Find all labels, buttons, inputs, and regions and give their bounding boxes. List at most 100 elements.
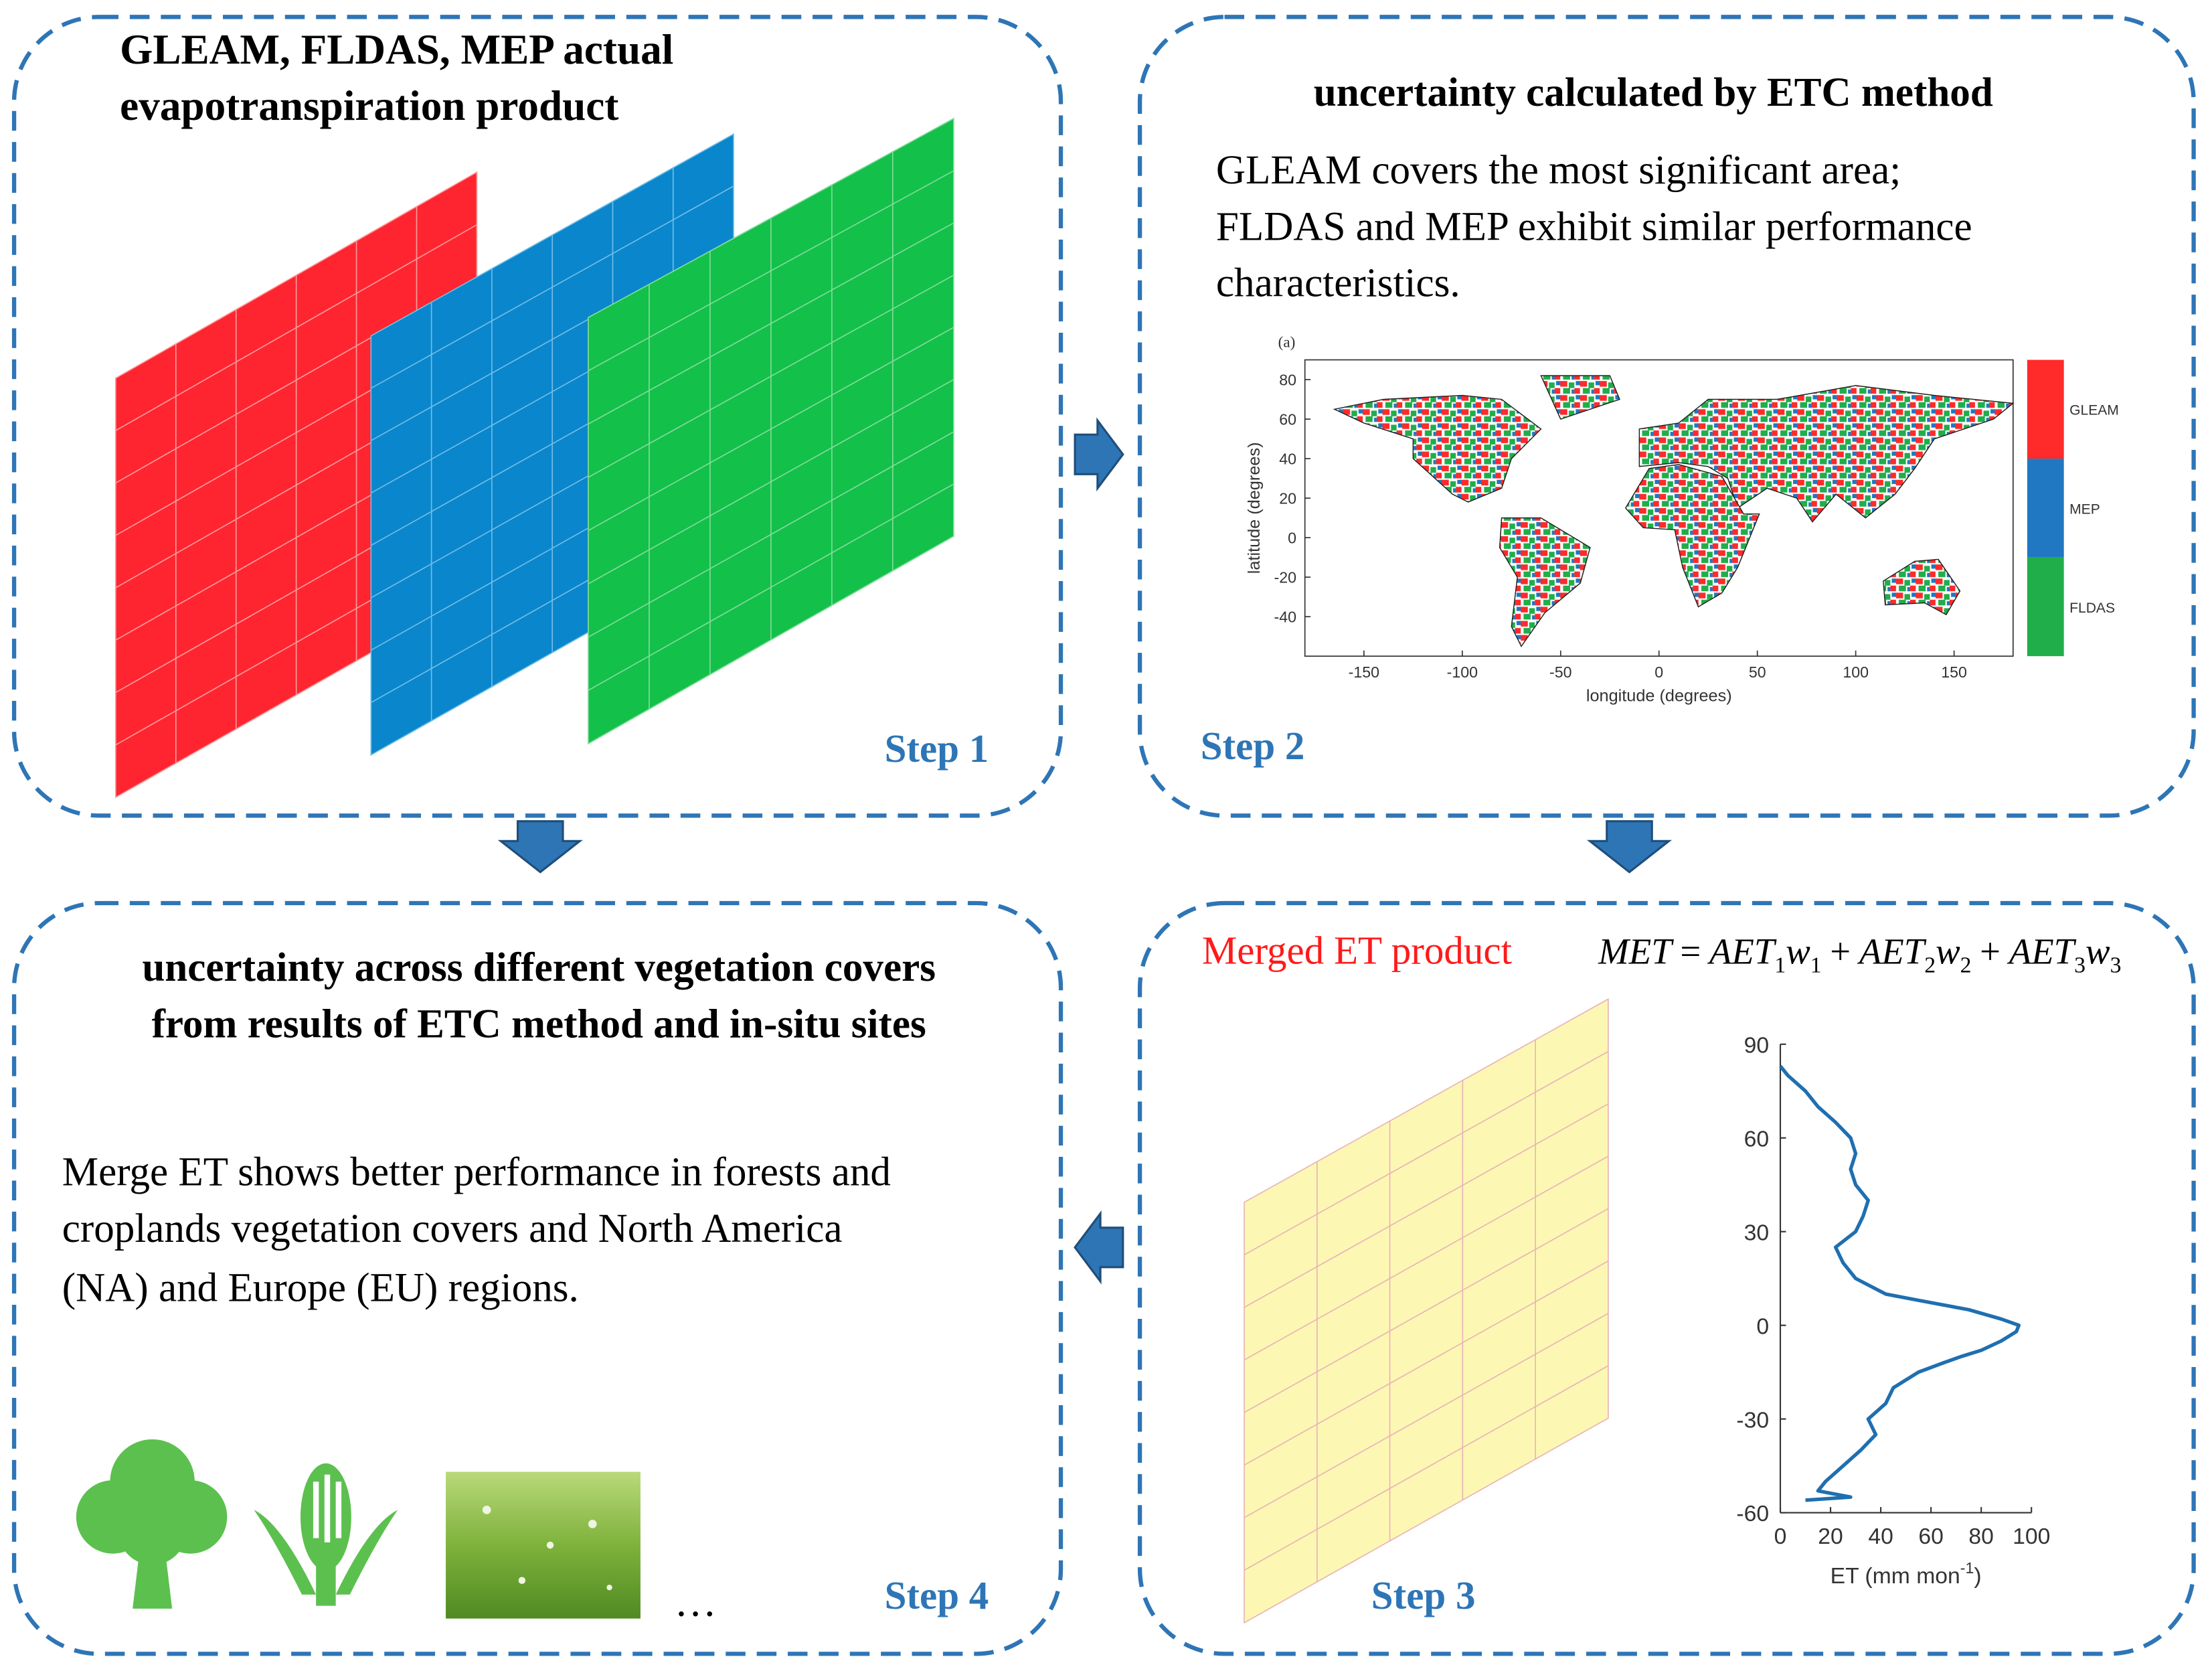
grid-plane [1244,998,1609,1624]
vegetation-icons [76,1439,641,1619]
plane-line [1244,1103,1609,1308]
step-label: Step 1 [885,726,989,771]
y-tick-label: 40 [1279,450,1296,467]
panel-body: croplands vegetation covers and North Am… [62,1206,843,1251]
y-tick-label: -60 [1736,1501,1769,1526]
x-tick-label: -100 [1447,663,1478,681]
ellipsis: … [675,1578,717,1625]
plane-line [1244,1155,1609,1361]
legend-swatch [2027,360,2064,459]
y-tick-label: 0 [1288,530,1296,547]
panel-body: Merge ET shows better performance in for… [62,1150,891,1195]
arrow-right [1074,417,1124,492]
legend-label: MEP [2069,501,2100,517]
x-tick-label: 60 [1918,1524,1944,1549]
panel-title: from results of ETC method and in-situ s… [152,1002,926,1046]
formula-subscript: 2 [1960,953,1972,977]
plane-line [588,431,954,638]
arrow-left [1074,1210,1124,1285]
x-tick-label: -150 [1349,663,1379,681]
plane-line [588,170,954,372]
formula-token: + [1830,931,1851,972]
panel-frame [1137,15,2196,818]
plane-line [1244,1050,1609,1256]
x-tick-label: 0 [1654,663,1663,681]
plane-line [1244,1260,1609,1466]
formula-subscript: 1 [1810,953,1822,977]
x-tick-label: 0 [1774,1524,1787,1549]
formula-token: AET [1707,931,1777,972]
x-axis-label-text: ET (mm mon [1831,1563,1960,1589]
formula-token: MET [1598,931,1674,972]
tree-icon [76,1439,228,1609]
panel-body: FLDAS and MEP exhibit similar performanc… [1216,204,1972,249]
panel-frame [1137,900,2196,1656]
formula-token: w [1936,931,1960,972]
plane-line [1244,1313,1609,1518]
plane-line [1244,1365,1609,1571]
x-axis-label: longitude (degrees) [1586,687,1732,706]
formula-token: = [1680,931,1701,972]
x-tick-label: 150 [1941,663,1967,681]
formula-subscript: 2 [1924,953,1936,977]
continent [1883,558,1961,616]
formula-token: + [1980,931,2001,972]
panel-frame [11,15,1064,818]
formula: MET=​AET1​w1​+​AET2​w2​+​AET3​w3​ [1598,931,2121,978]
panel-title: Merged ET product [1202,929,1513,973]
formula-subscript: 3 [2074,953,2086,977]
panel-body: (NA) and Europe (EU) regions. [62,1265,579,1310]
continent [1333,394,1542,503]
legend-swatch [2027,459,2064,558]
formula-subscript: 1 [1774,953,1786,977]
step-label: Step 3 [1371,1573,1476,1617]
step-label: Step 2 [1201,724,1305,768]
legend-label: FLDAS [2069,601,2115,616]
plane-line [588,483,954,691]
plane-line [588,274,954,478]
formula-token: AET [1857,931,1927,972]
arrow-down [1586,820,1673,874]
legend-label: GLEAM [2069,403,2119,418]
continent [1540,375,1620,420]
panel-title: uncertainty calculated by ETC method [1314,70,1993,115]
y-tick-label: 0 [1756,1313,1769,1339]
y-tick-label: -30 [1736,1407,1769,1433]
x-tick-label: 80 [1968,1524,1994,1549]
panel-title: uncertainty across different vegetation … [142,945,936,990]
y-tick-label: 30 [1744,1220,1770,1245]
plane-line [115,224,477,431]
legend-swatch [2027,557,2064,657]
panel-body: GLEAM covers the most significant area; [1216,148,1901,193]
continent [1624,464,1760,608]
formula-token: w [1786,931,1810,972]
plane-line [370,185,734,389]
step-label: Step 4 [885,1573,989,1617]
y-tick-label: 20 [1279,490,1296,507]
plane-line [588,222,954,425]
panel-title: evapotranspiration product [120,82,618,129]
x-axis-label-sup: -1 [1960,1559,1974,1577]
x-tick-label: 40 [1868,1524,1893,1549]
plane-line [588,379,954,584]
y-tick-label: 60 [1279,410,1296,428]
formula-token: AET [2007,931,2077,972]
y-tick-label: 60 [1744,1126,1770,1151]
x-tick-label: -50 [1549,663,1572,681]
arrow-down [497,820,583,874]
y-tick-label: -40 [1274,609,1297,626]
formula-token: w [2086,931,2110,972]
plane-line [588,327,954,532]
corn-icon [254,1463,398,1606]
panel-frames [11,15,2196,1656]
x-axis-label-tail: ) [1974,1563,1981,1589]
panel-frame [11,900,1064,1656]
panel-label: (a) [1278,334,1296,351]
x-tick-label: 100 [1843,663,1869,681]
x-tick-label: 100 [2013,1524,2050,1549]
x-tick-label: 20 [1818,1524,1843,1549]
panel-body: characteristics. [1216,261,1460,306]
x-tick-label: 50 [1749,663,1766,681]
